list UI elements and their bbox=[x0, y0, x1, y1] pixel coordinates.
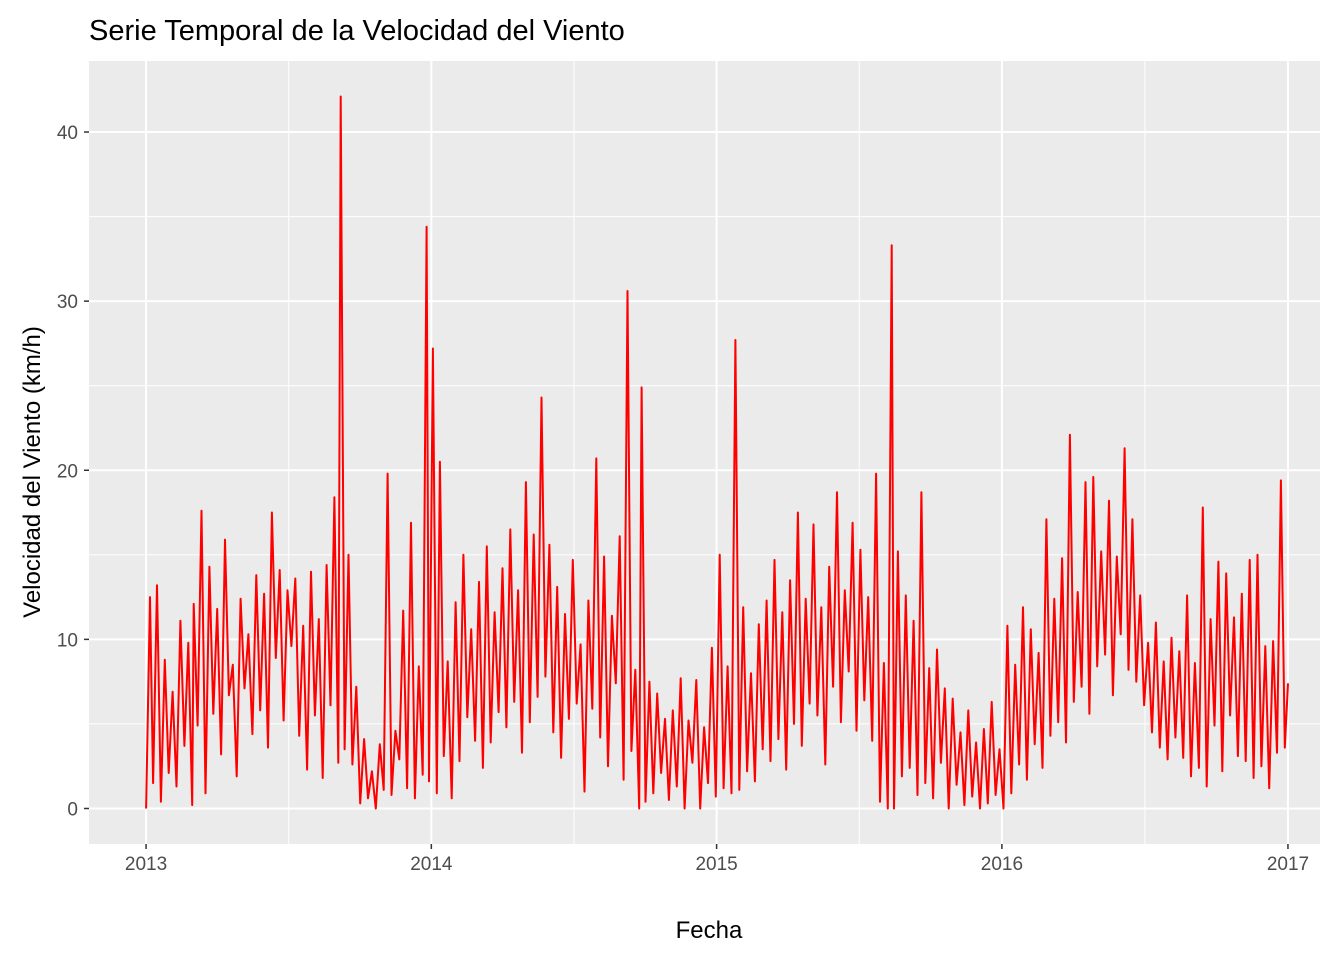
chart-title: Serie Temporal de la Velocidad del Vient… bbox=[89, 15, 625, 47]
grid-minor bbox=[89, 61, 1320, 844]
x-tick-label: 2013 bbox=[125, 854, 167, 875]
y-tick-label: 20 bbox=[57, 461, 78, 482]
x-tick-label: 2017 bbox=[1267, 854, 1309, 875]
y-tick-label: 40 bbox=[57, 123, 78, 144]
y-tick-label: 10 bbox=[57, 630, 78, 651]
y-axis-title: Velocidad del Viento (km/h) bbox=[19, 326, 46, 618]
x-axis-title: Fecha bbox=[676, 917, 743, 944]
y-tick-label: 0 bbox=[67, 799, 78, 820]
y-tick-label: 30 bbox=[57, 292, 78, 313]
x-tick-label: 2014 bbox=[410, 854, 453, 875]
y-axis: 0 10 20 30 40 bbox=[57, 123, 89, 820]
x-tick-label: 2016 bbox=[981, 854, 1023, 875]
series-line bbox=[145, 95, 1289, 810]
x-axis: 2013 2014 2015 2016 2017 bbox=[125, 844, 1309, 875]
plot-panel-background bbox=[89, 61, 1320, 844]
x-tick-label: 2015 bbox=[695, 854, 737, 875]
